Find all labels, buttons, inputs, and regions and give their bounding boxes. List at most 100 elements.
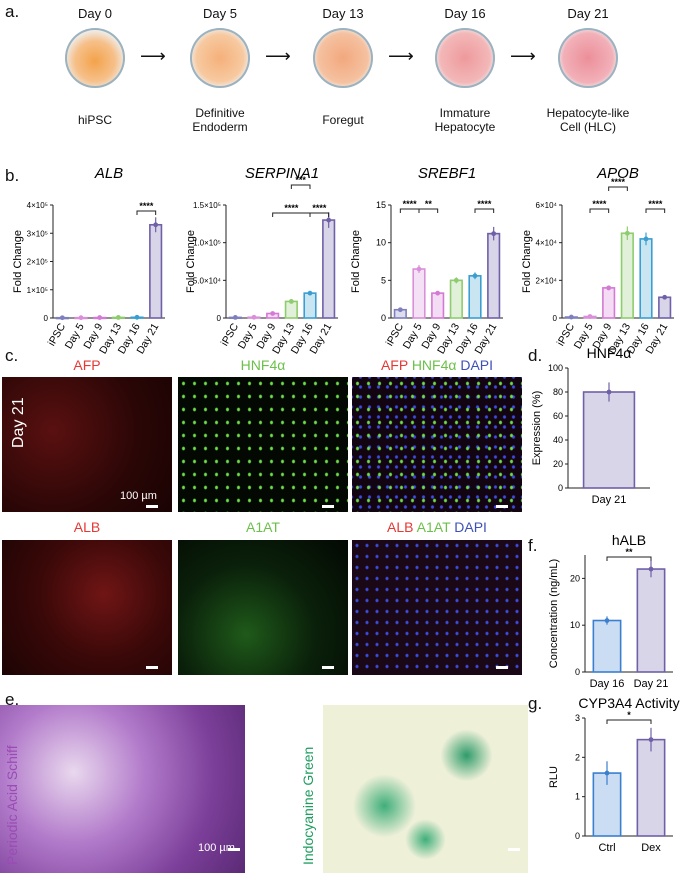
stage-label: Definitive Endoderm [192, 106, 248, 134]
panel-label-f: f. [528, 536, 538, 555]
y-tick-label: 100 [548, 363, 563, 373]
y-tick-label: 10 [570, 620, 580, 630]
hlc-dish-icon [558, 28, 618, 88]
afp-image [2, 377, 172, 512]
significance-bracket [418, 208, 439, 213]
x-tick-label: Day 16 [590, 678, 625, 690]
data-point [270, 311, 276, 316]
data-point [435, 290, 441, 296]
day-label: Day 21 [567, 6, 609, 21]
data-point [416, 266, 422, 272]
foregut-dish-icon [313, 28, 373, 88]
scale-bar [496, 505, 508, 508]
significance-label: **** [648, 199, 663, 209]
y-tick-label: 3 [575, 713, 580, 723]
stage-label: Immature Hepatocyte [434, 106, 496, 134]
stage-label: Foregut [322, 113, 364, 127]
panel-label-d: d. [528, 346, 543, 365]
significance-bracket [474, 208, 495, 213]
data-point [624, 230, 630, 236]
significance-bracket [608, 186, 628, 191]
bar [149, 223, 163, 319]
panel-label-g: g. [528, 694, 543, 713]
y-tick-label: 3×10⁵ [27, 229, 48, 238]
pas-label: Periodic Acid Schiff [4, 745, 20, 865]
day-label: Day 13 [322, 6, 364, 21]
chart-title: SERPINA1 [245, 165, 319, 182]
data-point [587, 314, 593, 319]
y-tick-label: 4×10⁴ [536, 239, 558, 248]
merge-image-1 [352, 377, 522, 512]
significance-bracket [606, 719, 652, 724]
bar [487, 232, 501, 319]
data-point [326, 217, 332, 223]
scale-bar [146, 666, 158, 669]
bar [582, 391, 636, 489]
y-tick-label: 1.5×10⁵ [193, 201, 221, 210]
bar [639, 238, 653, 319]
alb-image [2, 540, 172, 675]
significance-label: **** [284, 203, 299, 213]
data-point [288, 299, 294, 304]
x-tick-label: Ctrl [598, 842, 615, 854]
significance-bracket [309, 212, 330, 217]
bar [602, 287, 616, 319]
scale-bar [228, 848, 240, 851]
significance-label: **** [592, 199, 607, 209]
data-point [115, 315, 121, 320]
data-point [59, 315, 65, 321]
y-tick-label: 6×10⁴ [536, 201, 558, 210]
x-tick-label: Dex [641, 842, 661, 854]
data-point [643, 236, 649, 242]
chart-title: ALB [94, 165, 123, 182]
bar [636, 738, 666, 837]
significance-bracket [589, 208, 610, 213]
y-tick-label: 2×10⁵ [27, 258, 48, 267]
hnf4a-title: HNF4α [240, 357, 286, 373]
data-point [397, 307, 403, 313]
bar [468, 275, 482, 319]
significance-label: ** [425, 199, 433, 209]
significance-bracket [272, 212, 311, 217]
data-point [648, 566, 654, 572]
bar [412, 268, 426, 319]
panel-label-c: c. [5, 346, 19, 365]
x-tick-label: Day 21 [634, 678, 669, 690]
bar [431, 292, 445, 319]
y-tick-label: 1.0×10⁵ [193, 239, 221, 248]
significance-bracket [606, 556, 652, 561]
x-tick-label: Day 21 [592, 494, 627, 506]
scale-bar [508, 848, 520, 851]
a1at-title: A1AT [246, 519, 280, 535]
chart-title: CYP3A4 Activity [578, 695, 679, 711]
significance-bracket [290, 184, 311, 189]
y-tick-label: 0 [575, 667, 580, 677]
a1at-image [178, 540, 348, 675]
significance-label: **** [312, 203, 327, 213]
pas-image [0, 705, 245, 873]
data-point [134, 314, 140, 320]
y-tick-label: 0 [381, 313, 386, 323]
hipsc-dish-icon [65, 28, 125, 88]
significance-bracket [645, 208, 666, 213]
merge-title-2: ALB A1AT DAPI [387, 519, 487, 535]
chart-title: HNF4α [587, 345, 632, 361]
arrow-icon: ⟶ [388, 46, 414, 66]
bar [322, 219, 336, 319]
merge-title: AFP HNF4α DAPI [380, 357, 494, 373]
significance-label: ** [625, 547, 633, 557]
significance-label: * [627, 710, 631, 720]
hnf4a-image [178, 377, 348, 512]
y-tick-label: 80 [553, 387, 563, 397]
icg-label: Indocyanine Green [300, 746, 316, 865]
merge-image-2 [352, 540, 522, 675]
significance-label: **** [139, 201, 154, 211]
y-tick-label: 0 [217, 314, 222, 323]
arrow-icon: ⟶ [510, 46, 536, 66]
y-axis-label: Expression (%) [531, 391, 543, 466]
bar [592, 619, 622, 673]
data-point [606, 389, 612, 395]
bar [449, 279, 463, 319]
y-tick-label: 4×10⁵ [27, 201, 48, 210]
